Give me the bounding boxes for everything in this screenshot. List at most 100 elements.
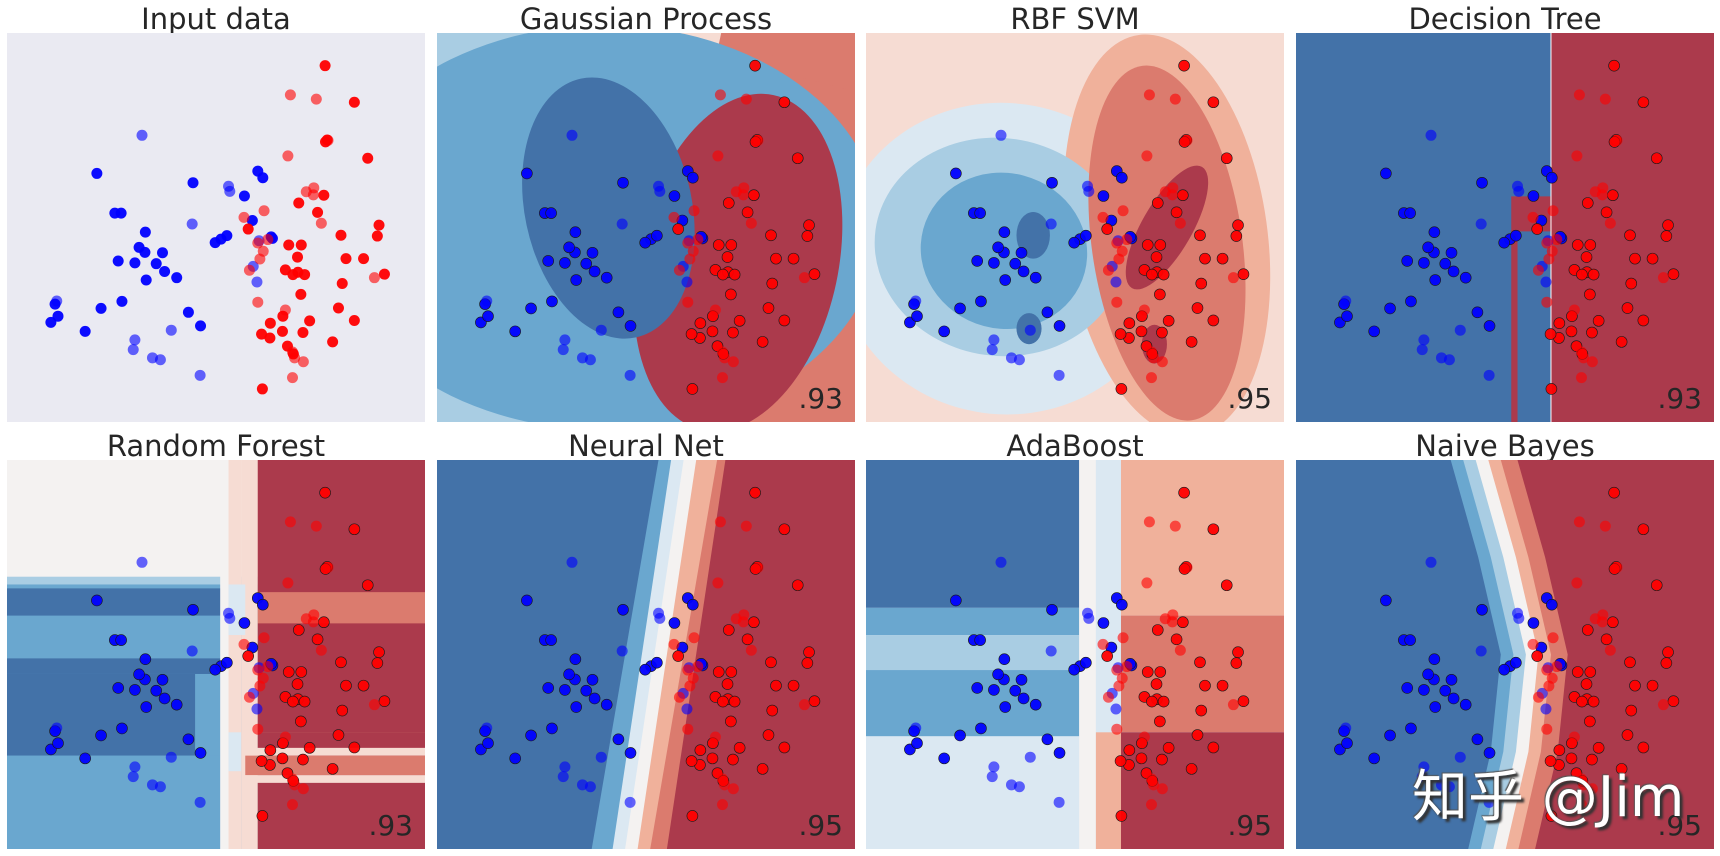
test-point	[1340, 295, 1352, 307]
test-point	[194, 796, 206, 808]
test-point	[1045, 218, 1057, 230]
chart-svg-input-data	[7, 33, 425, 422]
train-point	[482, 737, 494, 749]
train-point	[362, 152, 374, 164]
train-point	[672, 223, 684, 235]
train-point	[335, 229, 347, 241]
test-point	[714, 516, 726, 528]
train-point	[1194, 656, 1206, 669]
train-point	[1404, 207, 1416, 219]
train-point	[1418, 684, 1430, 696]
train-point	[1115, 810, 1128, 822]
train-point	[187, 603, 199, 616]
train-point	[762, 302, 775, 314]
train-point	[1545, 383, 1558, 395]
train-point	[52, 310, 64, 322]
test-point	[368, 699, 380, 711]
train-point	[133, 668, 145, 681]
test-point	[310, 520, 322, 532]
train-point	[725, 288, 737, 301]
decision-region	[220, 460, 229, 849]
train-point	[1571, 239, 1584, 251]
test-point	[745, 644, 757, 656]
train-point	[1592, 742, 1605, 754]
test-point	[257, 245, 269, 257]
train-point	[1017, 692, 1030, 705]
train-point	[639, 663, 651, 676]
train-point	[1580, 251, 1593, 263]
train-point	[801, 657, 814, 669]
test-point	[986, 344, 998, 356]
test-point	[595, 751, 607, 763]
test-point	[252, 296, 264, 308]
test-point	[284, 89, 296, 101]
accuracy-score: .95	[798, 809, 843, 842]
chart-svg-decision-tree: .93	[1296, 33, 1714, 422]
train-point	[159, 265, 171, 277]
test-point	[322, 134, 334, 146]
test-point	[1416, 771, 1428, 783]
test-point	[1551, 234, 1563, 246]
train-point	[1584, 715, 1596, 728]
train-point	[336, 704, 349, 717]
train-point	[651, 656, 663, 669]
train-point	[304, 315, 316, 327]
test-point	[1586, 783, 1598, 795]
train-point	[348, 314, 360, 326]
train-point	[1531, 650, 1543, 662]
train-point	[332, 302, 344, 314]
train-point	[639, 236, 651, 249]
train-point	[766, 277, 779, 290]
train-point	[1576, 268, 1588, 281]
train-point	[318, 616, 330, 629]
train-point	[617, 176, 629, 189]
train-point	[998, 226, 1011, 238]
train-point	[1015, 673, 1028, 686]
train-point	[588, 265, 601, 278]
test-point	[1340, 722, 1352, 734]
train-point	[276, 752, 289, 765]
test-point	[616, 218, 628, 230]
test-point	[653, 607, 665, 619]
train-point	[686, 810, 699, 822]
train-point	[1621, 729, 1634, 741]
test-point	[297, 783, 309, 795]
test-point	[682, 664, 694, 676]
plot-area: .95	[437, 460, 855, 849]
train-point	[741, 206, 754, 219]
test-point	[1121, 234, 1133, 246]
test-point	[682, 296, 694, 308]
train-point	[712, 239, 725, 251]
train-point	[563, 241, 575, 254]
accuracy-score: .93	[368, 809, 413, 842]
test-point	[1416, 344, 1428, 356]
train-point	[1422, 668, 1434, 681]
decision-region	[245, 747, 425, 756]
train-point	[264, 332, 276, 344]
test-point	[1568, 304, 1580, 316]
train-point	[264, 744, 277, 756]
train-point	[509, 752, 521, 765]
test-point	[673, 691, 685, 703]
train-point	[326, 763, 339, 775]
test-point	[688, 205, 700, 217]
train-point	[1101, 223, 1113, 235]
train-point	[1384, 729, 1396, 742]
test-point	[1443, 781, 1455, 793]
test-point	[668, 638, 680, 650]
test-point	[279, 304, 291, 316]
panel-title: RBF SVM	[1010, 2, 1140, 36]
train-point	[1646, 252, 1659, 265]
test-point	[1573, 89, 1585, 101]
train-point	[255, 755, 268, 767]
train-point	[778, 314, 791, 327]
decision-region	[1120, 732, 1284, 849]
train-point	[1592, 315, 1605, 327]
test-point	[1541, 664, 1553, 676]
train-point	[1581, 197, 1594, 209]
train-point	[221, 656, 233, 669]
train-point	[586, 246, 599, 259]
train-point	[1207, 523, 1220, 536]
train-point	[358, 253, 370, 265]
test-point	[910, 295, 922, 307]
